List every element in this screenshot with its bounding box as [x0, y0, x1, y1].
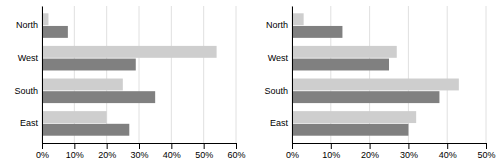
grid-line — [486, 6, 487, 143]
grid-line — [139, 6, 140, 143]
x-tick: 0% — [36, 143, 49, 160]
x-tick-mark — [107, 143, 108, 149]
bar — [292, 13, 304, 25]
x-tick-mark — [204, 143, 205, 149]
grid-line — [42, 6, 43, 143]
x-tick-mark — [486, 143, 487, 149]
bar — [42, 79, 123, 91]
x-tick-label: 30% — [130, 150, 148, 160]
grid-line — [292, 6, 293, 143]
bar — [42, 46, 217, 58]
x-tick-label: 40% — [439, 150, 457, 160]
grid-line — [171, 6, 172, 143]
x-tick: 40% — [163, 143, 181, 160]
x-tick: 20% — [361, 143, 379, 160]
x-tick-label: 60% — [227, 150, 245, 160]
x-tick-mark — [408, 143, 409, 149]
x-tick-label: 20% — [98, 150, 116, 160]
x-tick-label: 0% — [286, 150, 299, 160]
pane: 0% 10% 20% 30% 40% 50% North West South East — [264, 6, 495, 160]
x-tick: 60% — [227, 143, 245, 160]
bar — [292, 26, 342, 38]
x-tick-mark — [292, 143, 293, 149]
y-axis-line — [292, 7, 293, 144]
bar — [42, 124, 129, 136]
bar — [42, 26, 68, 38]
x-tick-mark — [447, 143, 448, 149]
grid-line — [203, 6, 204, 143]
y-tick-label: East — [270, 118, 289, 128]
y-axis-line — [42, 7, 43, 144]
bar — [292, 79, 459, 91]
x-tick-label: 20% — [361, 150, 379, 160]
bar — [42, 111, 107, 123]
x-tick-label: 50% — [477, 150, 495, 160]
bar — [292, 59, 389, 71]
bar — [292, 124, 408, 136]
y-tick: East — [270, 118, 292, 128]
y-tick-label: North — [16, 20, 38, 30]
x-tick-label: 10% — [322, 150, 340, 160]
y-tick: West — [268, 53, 292, 63]
x-tick-mark — [370, 143, 371, 149]
y-tick-label: East — [20, 118, 39, 128]
y-axis: North West South East — [264, 7, 292, 144]
grid-line — [447, 6, 448, 143]
x-tick: 50% — [195, 143, 213, 160]
x-tick: 30% — [130, 143, 148, 160]
grid-line — [236, 6, 237, 143]
x-axis: 0% 10% 20% 30% 40% 50% 60% — [36, 143, 246, 160]
y-tick-label: North — [266, 20, 288, 30]
x-tick: 0% — [286, 143, 299, 160]
x-tick-mark — [236, 143, 237, 149]
x-tick-label: 30% — [400, 150, 418, 160]
x-tick: 10% — [322, 143, 340, 160]
x-tick-mark — [171, 143, 172, 149]
x-tick-label: 0% — [36, 150, 49, 160]
y-tick: North — [266, 20, 292, 30]
x-tick-mark — [74, 143, 75, 149]
bars — [42, 13, 217, 135]
chart: 0%10%20%30%40%50%60%NorthWestSouthEast0%… — [0, 0, 500, 163]
x-axis-line — [293, 143, 487, 144]
bar — [42, 91, 155, 103]
x-tick-mark — [331, 143, 332, 149]
pane: 0% 10% 20% 30% 40% 50% 60% North West South East — [14, 6, 245, 160]
bar — [292, 91, 439, 103]
bar — [42, 59, 136, 71]
y-tick: South — [14, 86, 42, 96]
x-tick: 20% — [98, 143, 116, 160]
y-tick-label: West — [268, 53, 289, 63]
grid — [292, 6, 486, 143]
x-tick-mark — [42, 143, 43, 149]
bars — [292, 13, 459, 135]
bar — [292, 46, 397, 58]
y-tick-label: South — [14, 86, 38, 96]
grid — [42, 6, 236, 143]
y-tick-label: South — [264, 86, 288, 96]
x-tick-label: 10% — [66, 150, 84, 160]
x-tick: 50% — [477, 143, 495, 160]
y-tick: South — [264, 86, 292, 96]
y-tick-label: West — [18, 53, 39, 63]
x-tick: 40% — [439, 143, 457, 160]
x-tick-mark — [139, 143, 140, 149]
y-tick: East — [20, 118, 42, 128]
x-axis: 0% 10% 20% 30% 40% 50% — [286, 143, 496, 160]
x-tick-label: 40% — [163, 150, 181, 160]
y-axis: North West South East — [14, 7, 42, 144]
x-tick-label: 50% — [195, 150, 213, 160]
y-tick: North — [16, 20, 42, 30]
x-tick: 10% — [66, 143, 84, 160]
x-tick: 30% — [400, 143, 418, 160]
bar — [292, 111, 416, 123]
y-tick: West — [18, 53, 42, 63]
